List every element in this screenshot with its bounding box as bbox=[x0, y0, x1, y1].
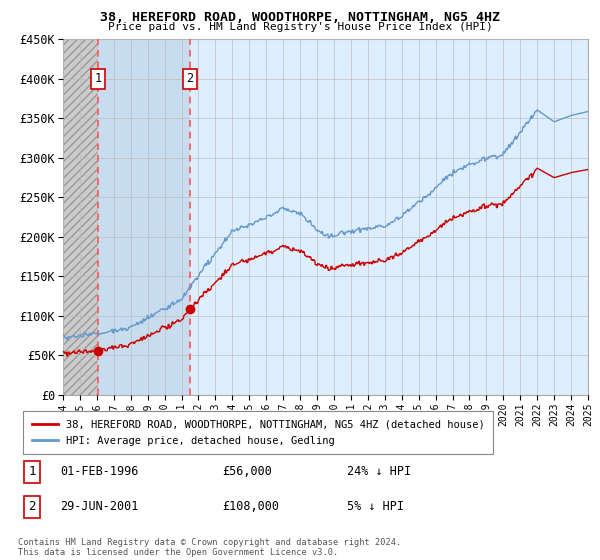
Text: Price paid vs. HM Land Registry's House Price Index (HPI): Price paid vs. HM Land Registry's House … bbox=[107, 22, 493, 32]
Text: 2: 2 bbox=[187, 72, 193, 85]
Text: 2: 2 bbox=[28, 500, 36, 514]
Text: £108,000: £108,000 bbox=[222, 500, 279, 514]
Text: 01-FEB-1996: 01-FEB-1996 bbox=[61, 465, 139, 478]
Bar bbox=[63, 39, 98, 395]
Text: Contains HM Land Registry data © Crown copyright and database right 2024.
This d: Contains HM Land Registry data © Crown c… bbox=[18, 538, 401, 557]
Text: 5% ↓ HPI: 5% ↓ HPI bbox=[347, 500, 404, 514]
Text: 29-JUN-2001: 29-JUN-2001 bbox=[61, 500, 139, 514]
Text: 1: 1 bbox=[28, 465, 36, 478]
Text: £56,000: £56,000 bbox=[222, 465, 272, 478]
Text: 1: 1 bbox=[95, 72, 102, 85]
Text: 24% ↓ HPI: 24% ↓ HPI bbox=[347, 465, 411, 478]
Bar bbox=[98, 39, 190, 395]
Legend: 38, HEREFORD ROAD, WOODTHORPE, NOTTINGHAM, NG5 4HZ (detached house), HPI: Averag: 38, HEREFORD ROAD, WOODTHORPE, NOTTINGHA… bbox=[23, 411, 493, 454]
Text: 38, HEREFORD ROAD, WOODTHORPE, NOTTINGHAM, NG5 4HZ: 38, HEREFORD ROAD, WOODTHORPE, NOTTINGHA… bbox=[100, 11, 500, 24]
